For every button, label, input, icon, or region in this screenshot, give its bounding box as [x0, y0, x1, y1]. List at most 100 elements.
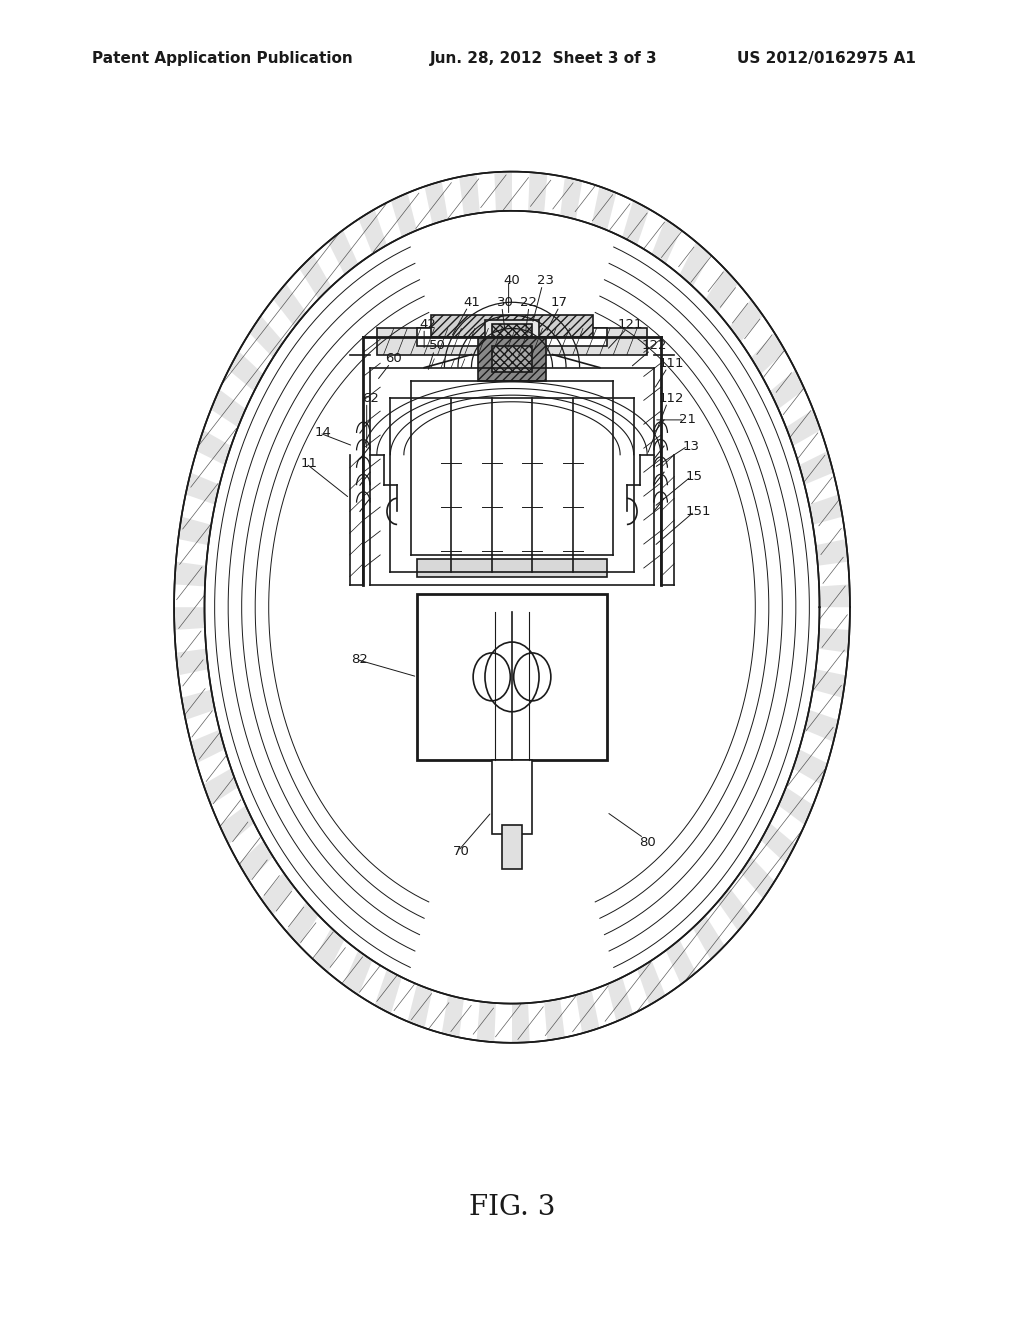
- Wedge shape: [174, 562, 206, 586]
- Text: 41: 41: [463, 296, 480, 309]
- Wedge shape: [219, 805, 254, 845]
- Bar: [502, 825, 522, 869]
- Text: 62: 62: [361, 392, 379, 405]
- Text: US 2012/0162975 A1: US 2012/0162975 A1: [737, 50, 916, 66]
- Wedge shape: [680, 242, 711, 286]
- Wedge shape: [607, 977, 633, 1022]
- Wedge shape: [178, 516, 211, 545]
- Wedge shape: [391, 193, 417, 238]
- Wedge shape: [751, 333, 785, 374]
- Wedge shape: [328, 230, 358, 275]
- Wedge shape: [358, 210, 387, 253]
- Wedge shape: [299, 255, 331, 300]
- Wedge shape: [809, 495, 843, 525]
- Wedge shape: [544, 999, 565, 1040]
- Wedge shape: [313, 928, 344, 973]
- Wedge shape: [197, 430, 231, 465]
- Wedge shape: [740, 857, 774, 899]
- Wedge shape: [761, 824, 796, 863]
- Wedge shape: [190, 730, 225, 763]
- Wedge shape: [770, 370, 805, 409]
- Wedge shape: [816, 539, 848, 566]
- Bar: [418, 594, 606, 759]
- Wedge shape: [174, 607, 205, 630]
- Text: 11: 11: [301, 457, 317, 470]
- Bar: [478, 337, 546, 380]
- Bar: [418, 329, 606, 346]
- Text: 14: 14: [314, 426, 331, 440]
- Wedge shape: [250, 315, 284, 358]
- Bar: [492, 346, 532, 372]
- Circle shape: [473, 653, 510, 701]
- Wedge shape: [637, 961, 666, 1005]
- Text: 22: 22: [520, 296, 538, 309]
- Text: FIG. 3: FIG. 3: [469, 1195, 555, 1221]
- Wedge shape: [718, 887, 751, 931]
- Wedge shape: [818, 628, 850, 652]
- Wedge shape: [819, 585, 850, 607]
- Text: 151: 151: [685, 504, 711, 517]
- Text: 60: 60: [385, 352, 402, 366]
- Text: 50: 50: [429, 339, 446, 352]
- Wedge shape: [575, 990, 599, 1034]
- Wedge shape: [706, 269, 738, 313]
- Wedge shape: [425, 181, 449, 224]
- Bar: [377, 329, 647, 355]
- Wedge shape: [441, 995, 464, 1038]
- Text: 15: 15: [686, 470, 703, 483]
- Wedge shape: [666, 940, 696, 985]
- Text: 13: 13: [683, 440, 699, 453]
- Wedge shape: [512, 1003, 529, 1043]
- Wedge shape: [375, 969, 401, 1014]
- Wedge shape: [477, 1002, 496, 1043]
- Text: 40: 40: [504, 275, 520, 286]
- Wedge shape: [799, 451, 834, 484]
- Text: Jun. 28, 2012  Sheet 3 of 3: Jun. 28, 2012 Sheet 3 of 3: [430, 50, 657, 66]
- Wedge shape: [623, 201, 649, 246]
- Wedge shape: [592, 186, 616, 230]
- Text: 80: 80: [639, 836, 655, 849]
- Text: 30: 30: [497, 296, 514, 309]
- Bar: [418, 560, 606, 577]
- Wedge shape: [805, 710, 839, 742]
- Text: 82: 82: [351, 653, 369, 667]
- Text: 17: 17: [551, 296, 568, 309]
- Wedge shape: [228, 351, 263, 391]
- Bar: [492, 325, 532, 359]
- Bar: [431, 315, 593, 337]
- Text: 23: 23: [538, 275, 554, 286]
- Wedge shape: [204, 768, 238, 805]
- Wedge shape: [729, 300, 763, 342]
- Circle shape: [514, 653, 551, 701]
- Wedge shape: [778, 787, 813, 825]
- Wedge shape: [239, 841, 273, 882]
- Text: 70: 70: [453, 845, 470, 858]
- Wedge shape: [528, 172, 547, 213]
- Wedge shape: [273, 284, 306, 327]
- Wedge shape: [693, 915, 725, 960]
- Wedge shape: [786, 409, 820, 446]
- Bar: [485, 319, 539, 363]
- Wedge shape: [408, 985, 432, 1028]
- Wedge shape: [560, 177, 583, 219]
- Wedge shape: [181, 689, 215, 719]
- Text: 112: 112: [658, 392, 684, 405]
- Text: 122: 122: [641, 339, 667, 352]
- Text: Patent Application Publication: Patent Application Publication: [92, 50, 353, 66]
- Wedge shape: [793, 750, 827, 784]
- Text: 111: 111: [658, 356, 684, 370]
- Wedge shape: [286, 902, 318, 945]
- Bar: [492, 759, 532, 834]
- Wedge shape: [185, 473, 219, 504]
- Wedge shape: [211, 389, 246, 428]
- Wedge shape: [651, 219, 681, 264]
- Text: 42: 42: [419, 318, 436, 330]
- Text: 21: 21: [679, 413, 696, 426]
- Wedge shape: [813, 669, 846, 698]
- Text: 121: 121: [617, 318, 643, 330]
- Wedge shape: [261, 873, 295, 915]
- Wedge shape: [343, 950, 373, 995]
- Wedge shape: [176, 648, 208, 676]
- Wedge shape: [495, 172, 512, 211]
- Wedge shape: [459, 174, 480, 215]
